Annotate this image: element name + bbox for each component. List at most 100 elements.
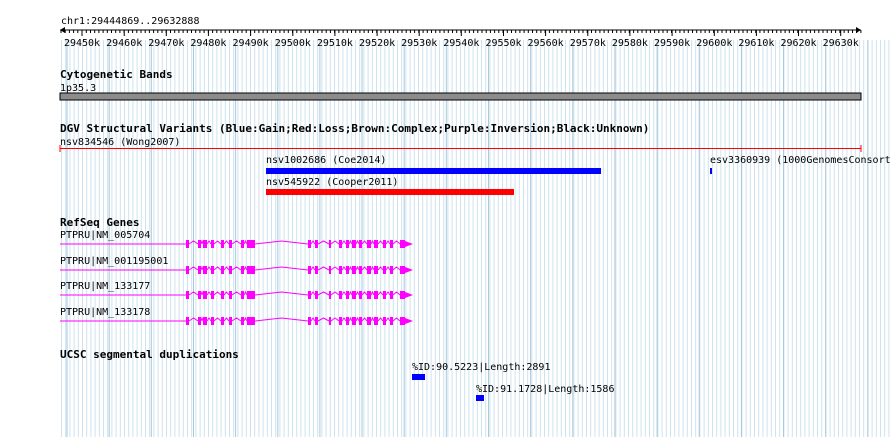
ruler-tick-label: 29460k xyxy=(106,38,142,49)
exon-block[interactable] xyxy=(383,266,386,274)
dgv-feature-gain[interactable] xyxy=(266,168,601,174)
exon-block[interactable] xyxy=(339,317,342,325)
exon-block[interactable] xyxy=(308,266,311,274)
exon-block[interactable] xyxy=(367,317,371,325)
exon-block[interactable] xyxy=(203,291,207,299)
segdup-track[interactable]: UCSC segmental duplications %ID:90.5223|… xyxy=(60,348,614,401)
exon-block[interactable] xyxy=(203,266,207,274)
exon-block[interactable] xyxy=(346,291,349,299)
exon-block[interactable] xyxy=(241,291,244,299)
dgv-track[interactable]: DGV Structural Variants (Blue:Gain;Red:L… xyxy=(59,122,890,195)
exon-block[interactable] xyxy=(198,291,201,299)
exon-block[interactable] xyxy=(186,240,189,248)
refseq-track[interactable]: RefSeq Genes PTPRU|NM_005704 PTPRU|NM_00… xyxy=(60,216,413,325)
exon-block[interactable] xyxy=(352,240,356,248)
exon-block[interactable] xyxy=(241,266,244,274)
exon-block[interactable] xyxy=(400,291,405,299)
exon-block[interactable] xyxy=(374,317,378,325)
exon-block[interactable] xyxy=(329,291,331,299)
exon-block[interactable] xyxy=(329,240,331,248)
segdup-feature[interactable] xyxy=(476,395,484,401)
exon-block[interactable] xyxy=(383,317,386,325)
exon-block[interactable] xyxy=(359,291,362,299)
exon-block[interactable] xyxy=(390,240,393,248)
cytoband-bar[interactable] xyxy=(59,92,862,101)
exon-block[interactable] xyxy=(203,317,207,325)
transcript-model[interactable] xyxy=(60,239,413,248)
dgv-feature-loss[interactable] xyxy=(266,189,514,195)
exon-block[interactable] xyxy=(198,317,201,325)
exon-block[interactable] xyxy=(339,240,342,248)
exon-block[interactable] xyxy=(359,266,362,274)
exon-block[interactable] xyxy=(229,266,232,274)
exon-block[interactable] xyxy=(198,240,201,248)
exon-block[interactable] xyxy=(367,240,371,248)
ruler[interactable]: chr1:29444869..29632888 29450k 29460k 2947… xyxy=(60,16,862,49)
exon-block[interactable] xyxy=(329,266,331,274)
exon-block[interactable] xyxy=(359,240,362,248)
exon-block[interactable] xyxy=(203,240,207,248)
exon-block[interactable] xyxy=(346,240,349,248)
exon-block[interactable] xyxy=(374,240,378,248)
exon-block[interactable] xyxy=(315,291,318,299)
exon-block[interactable] xyxy=(247,266,255,274)
exon-block[interactable] xyxy=(374,266,378,274)
exon-block[interactable] xyxy=(352,291,356,299)
exon-block[interactable] xyxy=(221,266,224,274)
exon-block[interactable] xyxy=(383,240,386,248)
exon-block[interactable] xyxy=(346,317,349,325)
transcript-model[interactable] xyxy=(60,316,413,325)
exon-block[interactable] xyxy=(186,266,189,274)
dgv-feature-gain[interactable] xyxy=(710,168,712,174)
segdup-feature[interactable] xyxy=(412,374,425,380)
exon-block[interactable] xyxy=(352,266,356,274)
exon-block[interactable] xyxy=(247,240,255,248)
exon-block[interactable] xyxy=(211,240,214,248)
exon-block[interactable] xyxy=(247,317,255,325)
exon-block[interactable] xyxy=(367,291,371,299)
exon-block[interactable] xyxy=(221,291,224,299)
exon-block[interactable] xyxy=(400,266,405,274)
exon-block[interactable] xyxy=(315,317,318,325)
exon-block[interactable] xyxy=(374,291,378,299)
exon-block[interactable] xyxy=(352,317,356,325)
exon-block[interactable] xyxy=(308,240,311,248)
exon-block[interactable] xyxy=(390,266,393,274)
exon-block[interactable] xyxy=(186,291,189,299)
exon-block[interactable] xyxy=(390,317,393,325)
exon-block[interactable] xyxy=(383,291,386,299)
exon-block[interactable] xyxy=(359,317,362,325)
exon-block[interactable] xyxy=(198,266,201,274)
ruler-left-arrow-icon xyxy=(60,27,65,33)
exon-block[interactable] xyxy=(315,266,318,274)
exon-block[interactable] xyxy=(390,291,393,299)
transcript-model[interactable] xyxy=(60,265,413,274)
exon-block[interactable] xyxy=(221,317,224,325)
exon-block[interactable] xyxy=(346,266,349,274)
exon-block[interactable] xyxy=(241,240,244,248)
exon-block[interactable] xyxy=(339,266,342,274)
exon-block[interactable] xyxy=(315,240,318,248)
cytoband-track[interactable]: Cytogenetic Bands 1p35.3 xyxy=(59,68,862,101)
exon-block[interactable] xyxy=(329,317,331,325)
exon-block[interactable] xyxy=(211,266,214,274)
exon-block[interactable] xyxy=(339,291,342,299)
exon-block[interactable] xyxy=(229,291,232,299)
ruler-tick-label: 29450k xyxy=(64,38,100,49)
intron-line xyxy=(60,316,401,322)
transcript-model[interactable] xyxy=(60,290,413,299)
exon-block[interactable] xyxy=(247,291,255,299)
exon-block[interactable] xyxy=(186,317,189,325)
exon-block[interactable] xyxy=(308,291,311,299)
exon-block[interactable] xyxy=(229,240,232,248)
exon-block[interactable] xyxy=(308,317,311,325)
exon-block[interactable] xyxy=(229,317,232,325)
exon-block[interactable] xyxy=(400,240,405,248)
exon-block[interactable] xyxy=(241,317,244,325)
exon-block[interactable] xyxy=(211,291,214,299)
exon-block[interactable] xyxy=(211,317,214,325)
exon-block[interactable] xyxy=(400,317,405,325)
exon-block[interactable] xyxy=(221,240,224,248)
exon-block[interactable] xyxy=(367,266,371,274)
